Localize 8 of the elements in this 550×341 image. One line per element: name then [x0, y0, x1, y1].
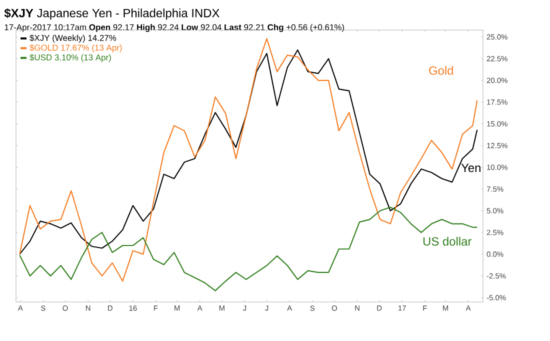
annotation: Gold — [429, 66, 453, 75]
chart-title: $XJY Japanese Yen - Philadelphia INDX — [4, 8, 220, 20]
annotation: US dollar — [423, 236, 472, 246]
annotation: Yen — [461, 164, 480, 172]
legend-label: $USD 3.10% (13 Apr) — [30, 54, 111, 62]
legend-label: $XJY (Weekly) 14.27% — [30, 34, 116, 43]
text: 17-Apr-2017 10:17am Open 92.17 High 92.24 Low 92.04 Last 92.21 Chg +0.56 (+0.61%) — [4, 24, 344, 32]
legend-label: $GOLD 17.67% (13 Apr) — [30, 44, 122, 52]
